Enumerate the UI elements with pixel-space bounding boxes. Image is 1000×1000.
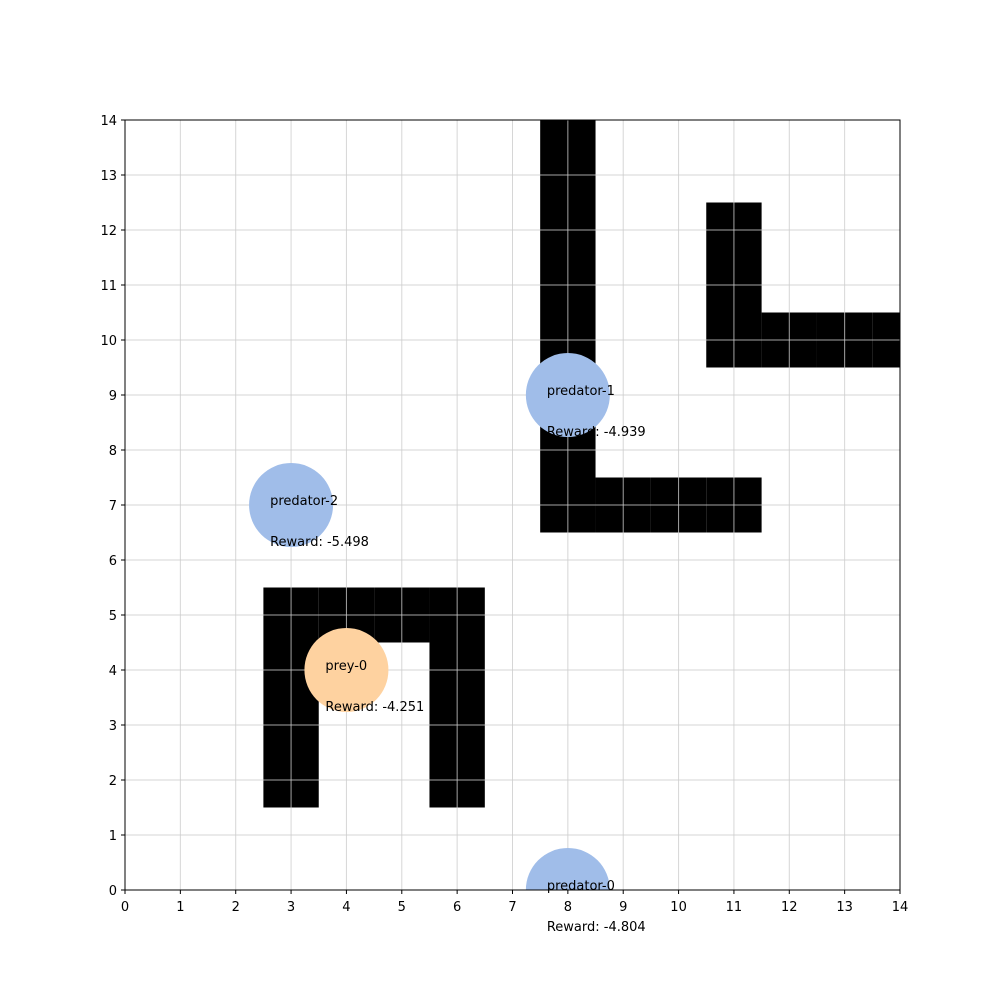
y-tick-label: 6 bbox=[109, 554, 117, 569]
x-tick-label: 3 bbox=[287, 900, 295, 915]
x-tick-label: 6 bbox=[453, 900, 461, 915]
x-tick-label: 13 bbox=[836, 900, 853, 915]
y-tick-label: 7 bbox=[109, 499, 117, 514]
agent-reward-label: Reward: -4.939 bbox=[547, 425, 646, 440]
y-tick-label: 14 bbox=[100, 114, 117, 129]
y-tick-label: 1 bbox=[109, 829, 117, 844]
y-tick-label: 9 bbox=[109, 389, 117, 404]
agent-name-label: predator-0 bbox=[547, 879, 615, 894]
grid-lines bbox=[125, 120, 900, 890]
y-tick-label: 13 bbox=[100, 169, 117, 184]
x-tick-label: 8 bbox=[564, 900, 572, 915]
y-tick-label: 3 bbox=[109, 719, 117, 734]
agent-reward-label: Reward: -4.251 bbox=[325, 700, 424, 715]
x-tick-label: 9 bbox=[619, 900, 627, 915]
y-tick-label: 5 bbox=[109, 609, 117, 624]
agent-reward-label: Reward: -4.804 bbox=[547, 920, 646, 935]
x-tick-label: 1 bbox=[176, 900, 184, 915]
agent-reward-label: Reward: -5.498 bbox=[270, 535, 369, 550]
y-tick-label: 8 bbox=[109, 444, 117, 459]
x-tick-label: 14 bbox=[892, 900, 909, 915]
x-tick-label: 11 bbox=[726, 900, 743, 915]
y-tick-label: 4 bbox=[109, 664, 117, 679]
y-tick-label: 11 bbox=[100, 279, 117, 294]
y-tick-label: 0 bbox=[109, 884, 117, 899]
x-tick-label: 4 bbox=[342, 900, 350, 915]
y-tick-label: 10 bbox=[100, 334, 117, 349]
agent-name-label: predator-2 bbox=[270, 494, 338, 509]
x-tick-label: 7 bbox=[508, 900, 516, 915]
x-tick-label: 2 bbox=[232, 900, 240, 915]
y-tick-label: 12 bbox=[100, 224, 117, 239]
x-tick-label: 10 bbox=[670, 900, 687, 915]
y-tick-label: 2 bbox=[109, 774, 117, 789]
agent-name-label: prey-0 bbox=[325, 659, 367, 674]
x-tick-label: 12 bbox=[781, 900, 798, 915]
x-tick-label: 5 bbox=[398, 900, 406, 915]
x-tick-label: 0 bbox=[121, 900, 129, 915]
agent-name-label: predator-1 bbox=[547, 384, 615, 399]
